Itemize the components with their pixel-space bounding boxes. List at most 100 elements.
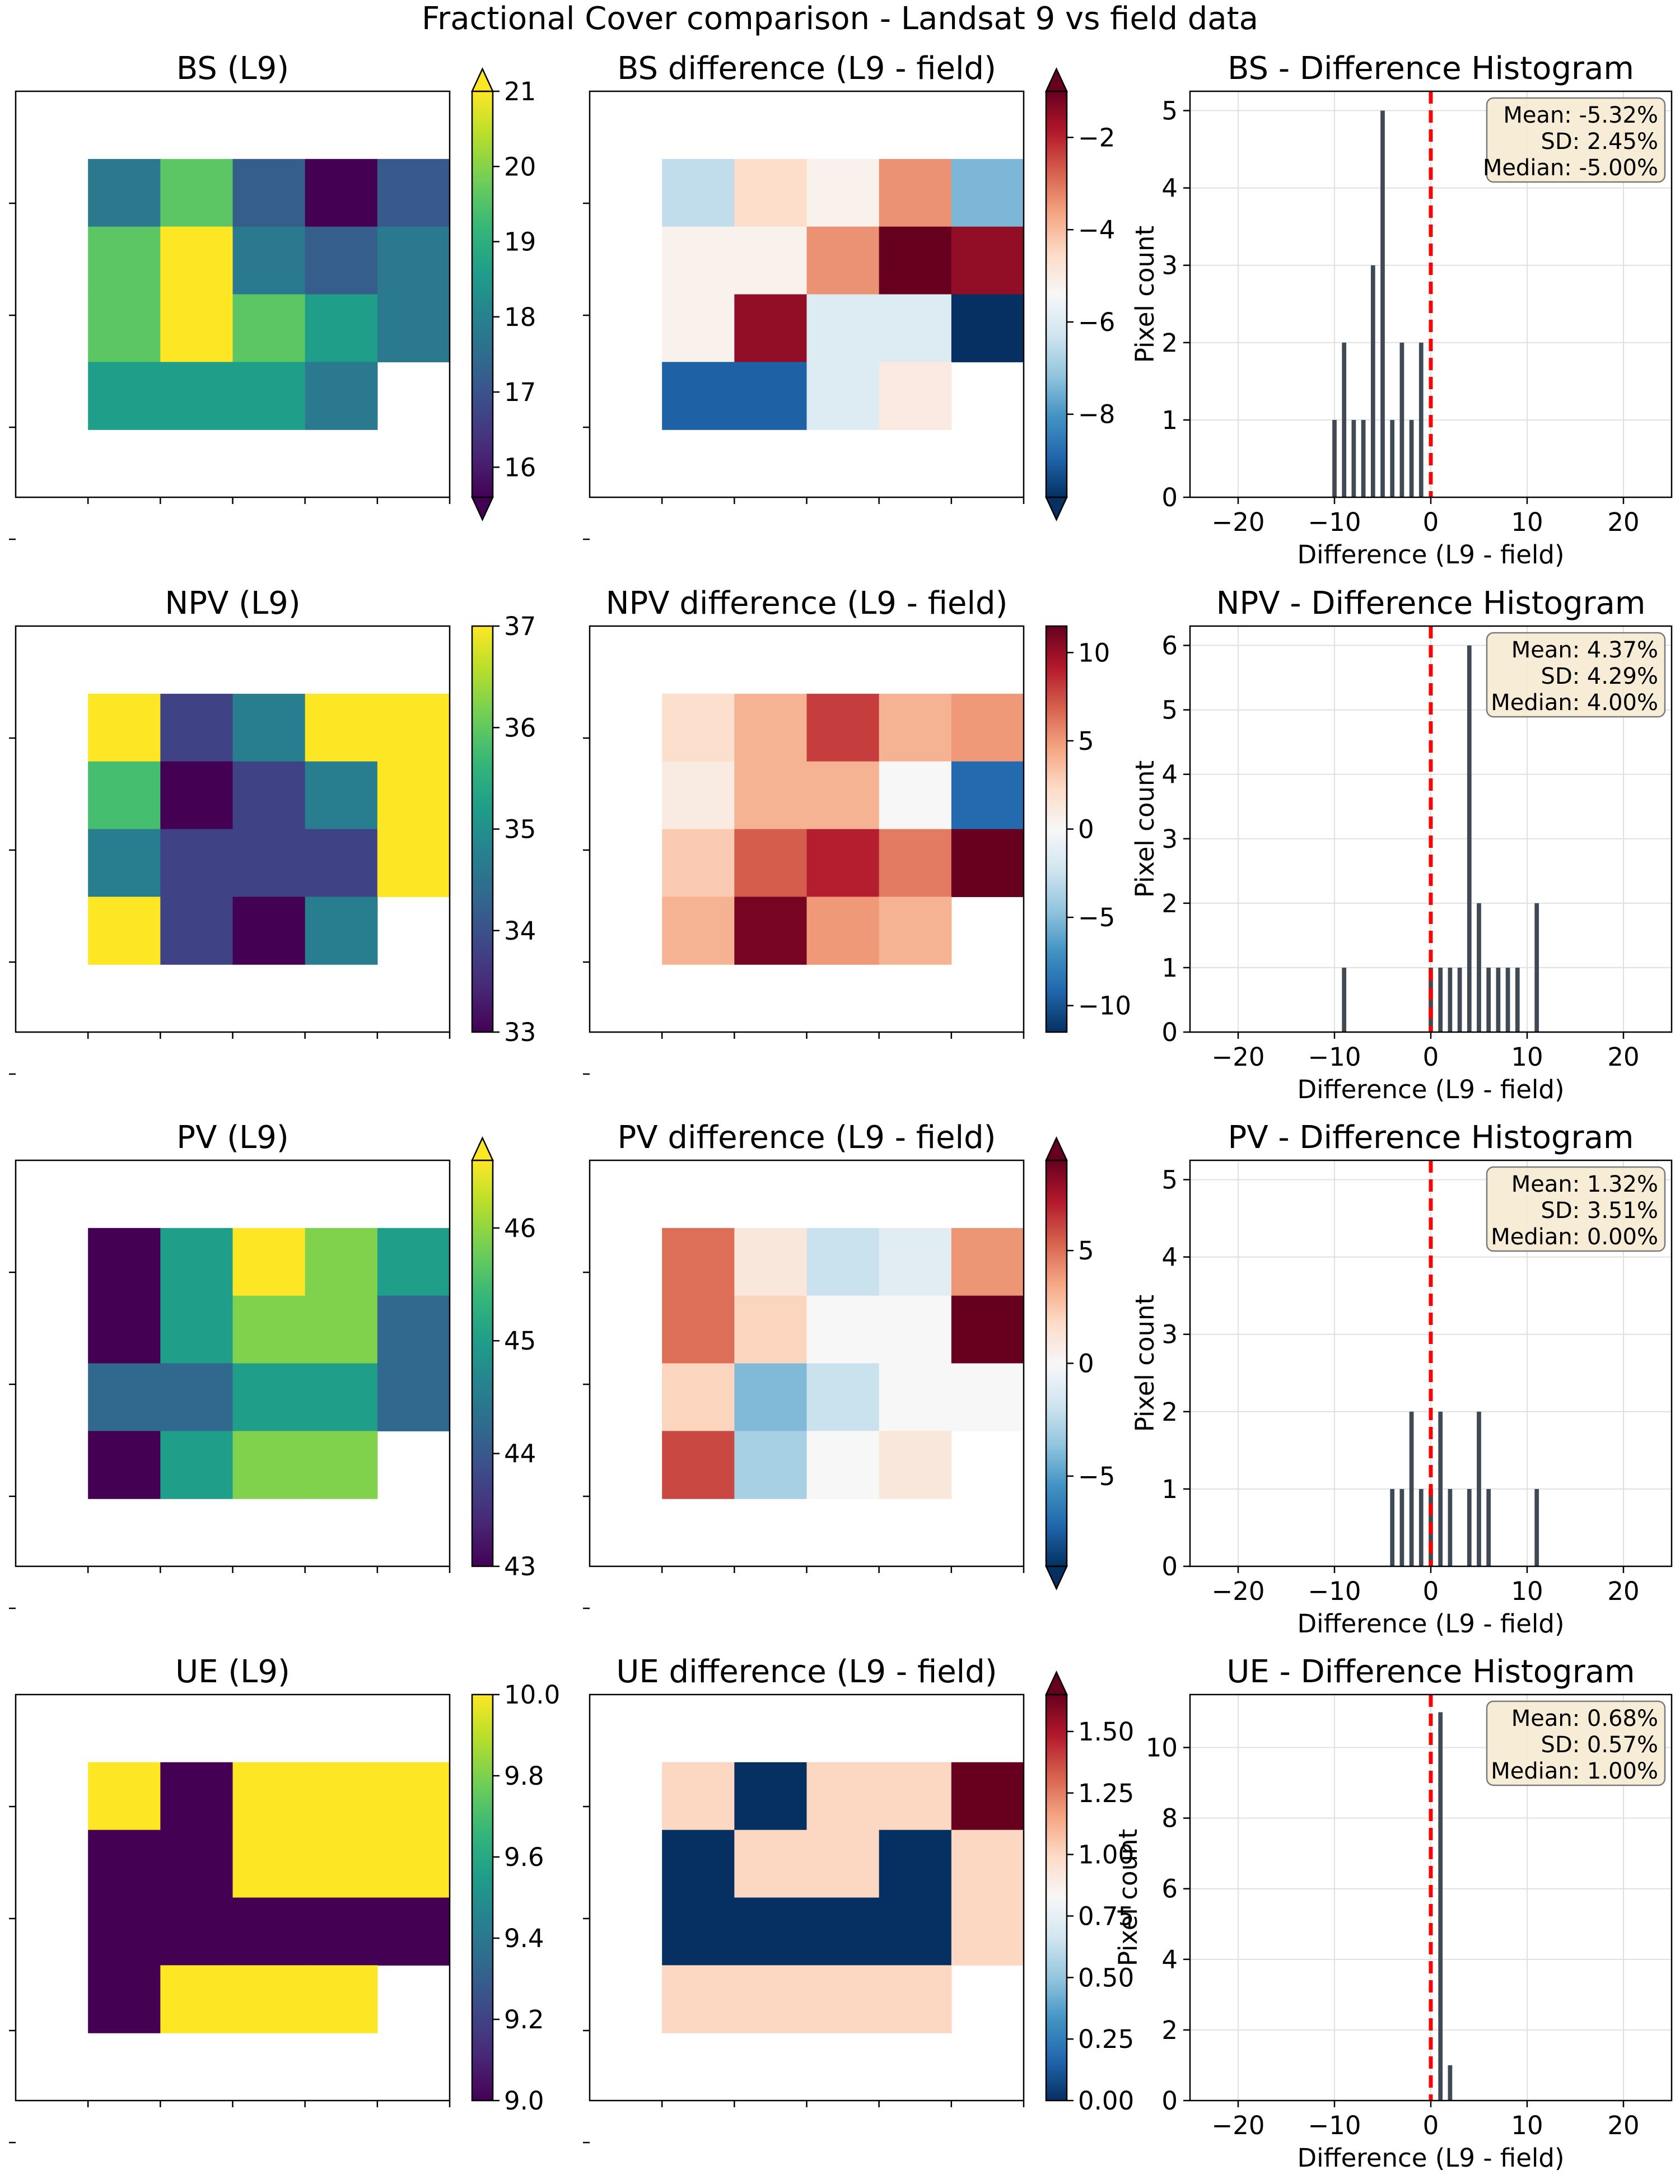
colorbar-extend-max (1045, 1136, 1068, 1161)
colorbar-tick-label: −6 (1078, 307, 1115, 337)
panel-title: NPV (L9) (165, 585, 300, 622)
heatmap-cell (951, 761, 1024, 830)
heatmap-cell (951, 1228, 1024, 1296)
colorbar-tick-label: 44 (504, 1439, 536, 1469)
heatmap-cell (734, 362, 808, 430)
colorbar-tick-label: 33 (504, 1018, 536, 1047)
colorbar-tick-label: 0.25 (1078, 2024, 1134, 2054)
heatmap-cell (734, 226, 808, 295)
heatmap-cell (734, 158, 808, 227)
heatmap-cell (377, 1228, 450, 1296)
heatmap-cell (305, 897, 378, 965)
heatmap-cell (879, 761, 952, 830)
heatmap-cell (377, 294, 450, 362)
panel-title: UE difference (L9 - field) (616, 1654, 997, 1690)
heatmap-cell (88, 693, 161, 762)
x-tick-label: 10 (1511, 2111, 1543, 2140)
y-tick-label: 2 (1161, 889, 1178, 918)
colorbar-tick-label: 37 (504, 612, 536, 641)
heatmap-cell (951, 1363, 1024, 1431)
colorbar-tick-label: 36 (504, 713, 536, 743)
x-tick-label: 20 (1607, 1576, 1639, 1606)
colorbar-tick-label: −8 (1078, 400, 1115, 430)
y-tick-label: 1 (1161, 405, 1178, 435)
heatmap-cell (160, 1897, 234, 1966)
y-tick-label: 1 (1161, 1474, 1178, 1504)
heatmap-cell (88, 226, 161, 295)
heatmap-cell (951, 1295, 1024, 1364)
stats-box (1486, 97, 1666, 183)
histogram-bar (1477, 903, 1481, 1032)
colorbar-gradient (471, 625, 494, 1033)
heatmap-cell (951, 1897, 1024, 1966)
colorbar-tick-label: 0 (1078, 1349, 1094, 1379)
stats-box (1486, 632, 1666, 718)
histogram-bar (1486, 967, 1491, 1032)
y-tick-label: 0 (1161, 1018, 1178, 1047)
heatmap-cell (377, 1363, 450, 1431)
heatmap-cell (232, 1830, 306, 1898)
colorbar-extend-max (471, 1136, 494, 1161)
heatmap-cell (305, 693, 378, 762)
y-axis-label: Pixel count (1113, 1829, 1143, 1966)
x-tick-label: −20 (1212, 1576, 1265, 1606)
heatmap-cell (806, 294, 880, 362)
heatmap-cell (879, 829, 952, 897)
colorbar-tick-label: 0 (1078, 815, 1094, 844)
y-axis-label: Pixel count (1130, 760, 1160, 898)
colorbar-tick-label: 20 (504, 152, 536, 181)
x-tick-label: −20 (1212, 507, 1265, 537)
y-tick-label: 4 (1161, 1945, 1178, 1975)
heatmap-cell (232, 1363, 306, 1431)
heatmap-cell (88, 829, 161, 897)
npv-map: NPV (L9) (9, 585, 451, 1075)
heatmap-cell (160, 362, 234, 430)
colorbar-tick-label: 46 (504, 1214, 536, 1243)
heatmap-cell (305, 1897, 378, 1966)
heatmap-cell (734, 1830, 808, 1898)
stats-mean: Mean: -5.32% (1503, 102, 1658, 128)
heatmap-cell (734, 1965, 808, 2033)
heatmap-cell (806, 1897, 880, 1966)
heatmap-cell (232, 1897, 306, 1966)
heatmap-cell (160, 294, 234, 362)
heatmap-cell (734, 1295, 808, 1364)
panel-title: PV difference (L9 - field) (618, 1119, 996, 1156)
y-tick-label: 6 (1161, 631, 1178, 661)
panel-title: BS - Difference Histogram (1228, 50, 1634, 87)
heatmap-cell (305, 1228, 378, 1296)
heatmap-cell (879, 226, 952, 295)
histogram-bar (1496, 967, 1501, 1032)
y-tick-label: 2 (1161, 328, 1178, 358)
ue-diff: UE difference (L9 - field) (583, 1654, 1025, 2144)
histogram-bar (1438, 1411, 1443, 1566)
heatmap-cell (806, 362, 880, 430)
heatmap-cell (806, 1431, 880, 1499)
histogram-bar (1477, 1411, 1481, 1566)
heatmap-cell (377, 1762, 450, 1831)
histogram-bar (1438, 1712, 1443, 2101)
panel-title: UE (L9) (175, 1654, 290, 1690)
heatmap-cell (879, 1228, 952, 1296)
histogram-bar (1399, 342, 1404, 497)
y-tick-label: 5 (1161, 696, 1178, 725)
heatmap-cell (806, 761, 880, 830)
npv-map-colorbar: 33 34 35 36 37 (471, 612, 536, 1047)
heatmap-cell (662, 829, 735, 897)
colorbar-extend-min (1045, 496, 1068, 521)
heatmap-cell (806, 226, 880, 295)
stats-box (1486, 1700, 1666, 1786)
heatmap-cell (160, 761, 234, 830)
y-axis-label: Pixel count (1130, 226, 1160, 363)
stats-sd: SD: 2.45% (1541, 129, 1658, 155)
colorbar-tick-label: −10 (1078, 991, 1131, 1021)
heatmap-cell (232, 1431, 306, 1499)
heatmap-cell (88, 1897, 161, 1966)
heatmap-cell (232, 761, 306, 830)
colorbar-gradient (471, 1159, 494, 1567)
heatmap-cell (951, 1830, 1024, 1898)
heatmap-cell (879, 897, 952, 965)
heatmap-cell (806, 897, 880, 965)
colorbar-extend-min (471, 496, 494, 521)
panel-title: BS (L9) (176, 50, 289, 87)
